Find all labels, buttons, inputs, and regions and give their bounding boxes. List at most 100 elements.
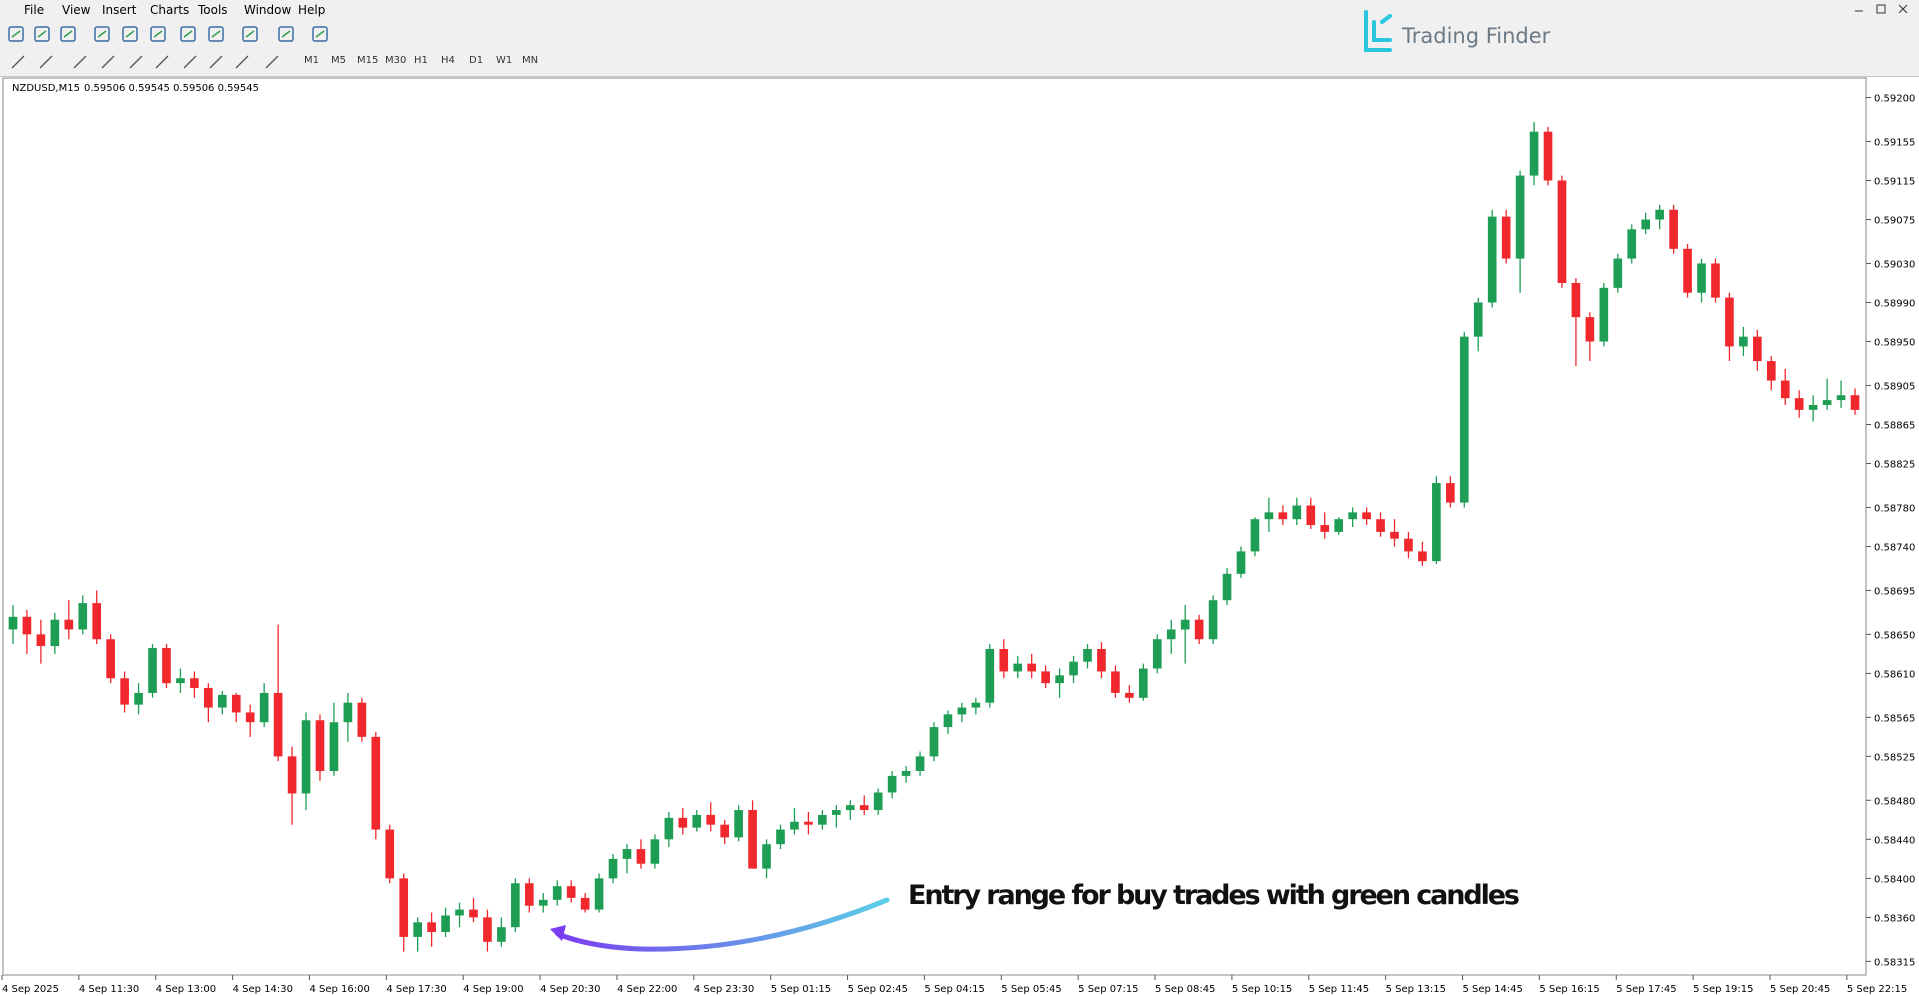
y-tick-label: 0.58990 <box>1874 298 1915 309</box>
menu-item[interactable]: Charts <box>150 3 190 17</box>
menu-item[interactable]: Tools <box>198 3 228 17</box>
tool-button[interactable] <box>126 52 146 72</box>
tool-button[interactable] <box>262 52 282 72</box>
candle-body <box>427 922 436 933</box>
menu-item[interactable]: Insert <box>102 3 137 17</box>
candle-body <box>831 810 841 815</box>
candle-body <box>1041 671 1050 684</box>
timeframe-button[interactable]: M5 <box>331 55 346 66</box>
candle-body <box>1376 519 1385 532</box>
candle-body <box>608 858 618 879</box>
candle-body <box>134 692 143 705</box>
toolbar-button[interactable] <box>32 24 52 44</box>
candle-body <box>566 886 576 898</box>
timeframe-button[interactable]: W1 <box>496 55 513 66</box>
annotation: Entry range for buy trades with green ca… <box>908 880 1520 911</box>
timeframe-button[interactable]: M30 <box>385 55 407 66</box>
x-tick-label: 5 Sep 19:15 <box>1693 984 1753 995</box>
candle-body <box>8 616 18 630</box>
menu-item[interactable]: Help <box>298 3 326 17</box>
x-tick-label: 4 Sep 11:30 <box>79 984 139 995</box>
candle-body <box>1083 648 1092 662</box>
candle-body <box>706 814 716 825</box>
tool-button[interactable] <box>8 52 28 72</box>
timeframe-button[interactable]: M15 <box>357 55 379 66</box>
x-tick-label: 4 Sep 19:00 <box>463 984 523 995</box>
candle-body <box>50 619 60 647</box>
candle-body <box>734 810 743 838</box>
candle-body <box>790 821 799 830</box>
toolbar-button[interactable] <box>92 24 112 44</box>
candle-body <box>678 817 688 828</box>
tool-button[interactable] <box>180 52 200 72</box>
menu-item[interactable]: View <box>62 3 91 17</box>
tool-button[interactable] <box>36 52 56 72</box>
y-tick-label: 0.58650 <box>1874 630 1915 641</box>
toolbar-button[interactable] <box>240 24 260 44</box>
candle-body <box>441 915 450 933</box>
candle-body <box>1501 216 1511 259</box>
candle-body <box>1515 175 1525 259</box>
y-tick-label: 0.58360 <box>1874 913 1915 924</box>
logo: Trading Finder <box>1364 10 1551 52</box>
tool-button[interactable] <box>152 52 172 72</box>
candle-body <box>1655 209 1664 220</box>
candle-body <box>1739 336 1748 347</box>
x-tick-label: 4 Sep 2025 <box>2 984 59 995</box>
tool-button[interactable] <box>70 52 90 72</box>
candle-body <box>1180 619 1190 630</box>
tool-button[interactable] <box>206 52 226 72</box>
candle-body <box>204 688 213 708</box>
candle-body <box>1473 302 1483 337</box>
candle-body <box>1557 180 1567 283</box>
y-tick-label: 0.58695 <box>1874 586 1915 597</box>
x-tick-label: 5 Sep 01:15 <box>771 984 831 995</box>
candle-body <box>1585 317 1595 342</box>
window-controls[interactable] <box>1851 3 1911 17</box>
menu-item[interactable]: File <box>24 3 45 17</box>
candle-body <box>999 648 1009 672</box>
tool-button[interactable] <box>98 52 118 72</box>
toolbar-button[interactable] <box>120 24 140 44</box>
candle-body <box>720 824 730 838</box>
candle-body <box>552 886 562 900</box>
toolbar-button[interactable] <box>148 24 168 44</box>
candle-body <box>1808 404 1818 410</box>
candle-body <box>1264 512 1274 520</box>
toolbar-button[interactable] <box>310 24 330 44</box>
candle-body <box>985 648 995 703</box>
toolbar-button[interactable] <box>276 24 296 44</box>
timeframe-button[interactable]: M1 <box>304 55 319 66</box>
candle-body <box>259 692 269 723</box>
x-tick-label: 5 Sep 20:45 <box>1770 984 1830 995</box>
candle-body <box>1208 600 1218 640</box>
toolbar-button[interactable] <box>6 24 26 44</box>
candle-body <box>748 810 757 869</box>
x-tick-label: 5 Sep 13:15 <box>1386 984 1446 995</box>
candle-body <box>245 712 255 723</box>
timeframe-button[interactable]: MN <box>522 55 539 66</box>
timeframe-button[interactable]: H1 <box>414 55 428 66</box>
x-tick-label: 4 Sep 20:30 <box>540 984 600 995</box>
candle-body <box>692 814 702 828</box>
candle-body <box>22 616 32 635</box>
toolbar-button[interactable] <box>206 24 226 44</box>
candle-body <box>887 775 897 793</box>
chart: NZDUSD,M15 0.59506 0.59545 0.59506 0.5954… <box>1 77 1915 995</box>
x-tick-label: 5 Sep 05:45 <box>1001 984 1061 995</box>
tool-button[interactable] <box>232 52 252 72</box>
chart-quote: 0.59506 0.59545 0.59506 0.59545 <box>84 83 259 94</box>
candle-body <box>1641 219 1651 230</box>
candle-body <box>92 603 102 640</box>
candle-body <box>1780 380 1790 399</box>
toolbar-button[interactable] <box>178 24 198 44</box>
y-tick-label: 0.59200 <box>1874 94 1915 105</box>
candle-body <box>859 805 869 811</box>
menu-item[interactable]: Window <box>244 3 292 17</box>
timeframe-button[interactable]: D1 <box>469 55 484 66</box>
candle-body <box>357 702 367 737</box>
annotation-arrow <box>555 897 890 952</box>
toolbar-button[interactable] <box>58 24 78 44</box>
timeframe-button[interactable]: H4 <box>441 55 455 66</box>
x-tick-label: 4 Sep 16:00 <box>309 984 369 995</box>
